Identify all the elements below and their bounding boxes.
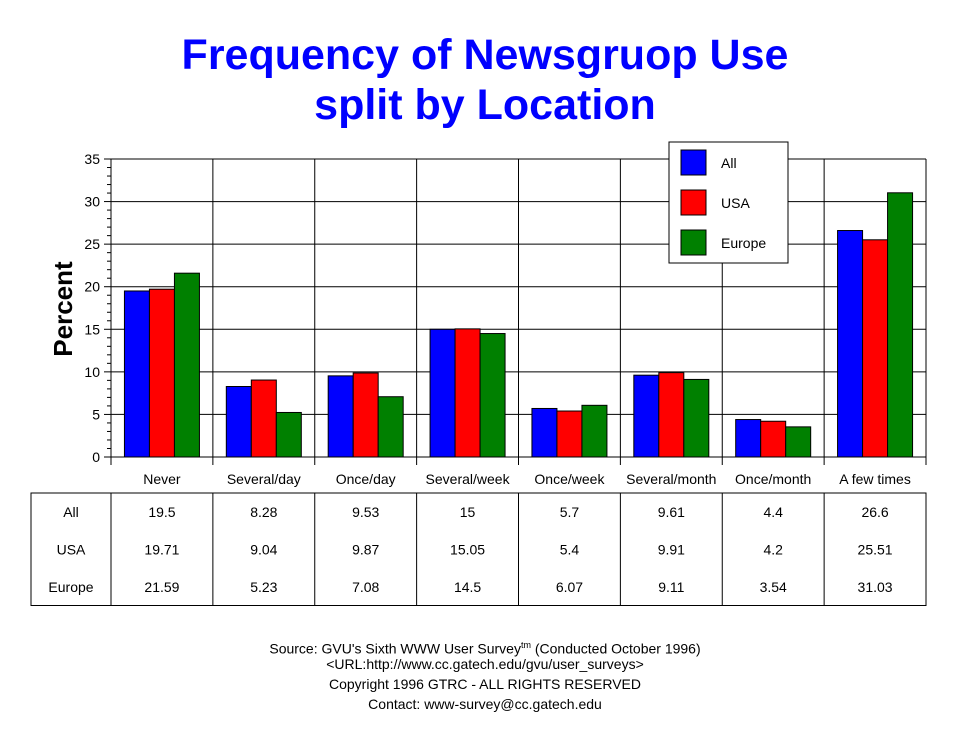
x-category-label: Once/week	[534, 471, 605, 487]
bar-all-8	[837, 230, 864, 458]
x-category-label: Once/day	[336, 471, 396, 487]
footer-source: Source: GVU's Sixth WWW User Surveytm (C…	[0, 636, 970, 659]
table-row-header: USA	[57, 541, 86, 557]
footer-source-sup: tm	[520, 640, 531, 650]
legend-swatch-europe	[680, 229, 707, 256]
table-cell: 5.4	[560, 541, 580, 557]
bar-europe-1	[173, 272, 200, 458]
chart-subtitle: split by Location	[314, 81, 656, 129]
footer-contact: Contact: www-survey@cc.gatech.edu	[368, 696, 602, 712]
y-axis: 0 5 10 15 20 25 30 35	[84, 151, 112, 465]
table-row-header: All	[63, 504, 79, 520]
footer-source-suffix: (Conducted October 1996)	[530, 640, 701, 657]
x-category-label: Several/week	[426, 471, 511, 487]
table-cell: 15.05	[450, 541, 485, 557]
table-cell: 9.61	[658, 504, 685, 520]
y-tick-label: 5	[92, 406, 100, 422]
grid	[110, 158, 927, 465]
legend-label: All	[721, 155, 737, 171]
bar-all-5	[531, 407, 558, 458]
bar-usa-6	[658, 372, 685, 458]
bar-europe-3	[377, 396, 404, 458]
y-tick-label: 15	[84, 321, 100, 337]
bar-usa-3	[352, 372, 379, 458]
x-axis-categories: Never Several/day Once/day Several/week Once…	[143, 471, 911, 487]
x-category-label: Several/day	[227, 471, 301, 487]
bar-all-3	[327, 375, 354, 458]
footer-copyright: Copyright 1996 GTRC - ALL RIGHTS RESERVE…	[329, 676, 641, 692]
table-cell: 9.11	[658, 579, 684, 595]
y-tick-label: 10	[84, 364, 100, 380]
table-cell: 9.87	[352, 541, 379, 557]
table-cell: 4.2	[763, 541, 783, 557]
bar-europe-6	[683, 378, 710, 458]
y-tick-label: 20	[84, 279, 100, 295]
legend-label: Europe	[721, 235, 766, 251]
table-cell: 3.54	[760, 579, 787, 595]
table-cell: 19.71	[144, 541, 179, 557]
table-cell: 5.7	[560, 504, 580, 520]
x-category-label: Never	[143, 471, 181, 487]
table-cell: 6.07	[556, 579, 583, 595]
table-cell: 21.59	[144, 579, 179, 595]
table-cell: 5.23	[250, 579, 277, 595]
bar-usa-4	[454, 328, 481, 458]
table-row-header: Europe	[48, 579, 93, 595]
y-axis-label: Percent	[48, 261, 78, 357]
y-tick-label: 35	[84, 151, 100, 167]
bar-europe-7	[785, 426, 812, 458]
bar-all-1	[123, 290, 150, 458]
y-tick-label: 25	[84, 236, 100, 252]
bar-usa-2	[250, 379, 277, 458]
table-cell: 8.28	[250, 504, 277, 520]
bar-usa-8	[862, 239, 889, 458]
table-cell: 9.53	[352, 504, 379, 520]
legend-label: USA	[721, 195, 750, 211]
y-tick-label: 30	[84, 194, 100, 210]
table-cell: 4.4	[763, 504, 783, 520]
y-tick-label: 0	[92, 449, 100, 465]
x-category-label: Once/month	[735, 471, 811, 487]
legend: All USA Europe	[668, 141, 789, 264]
bar-europe-2	[275, 411, 302, 458]
table-cell: 9.04	[250, 541, 277, 557]
bar-europe-4	[479, 333, 506, 458]
bar-europe-8	[887, 192, 914, 458]
bar-all-7	[735, 419, 762, 458]
footer-url: <URL:http://www.cc.gatech.edu/gvu/user_s…	[326, 656, 644, 672]
table-cell: 19.5	[148, 504, 175, 520]
legend-swatch-usa	[680, 189, 707, 216]
table-cell: 9.91	[658, 541, 685, 557]
x-category-label: Several/month	[626, 471, 716, 487]
bar-all-2	[225, 386, 252, 458]
bar-all-6	[633, 374, 660, 458]
bar-usa-5	[556, 410, 583, 458]
footer-source-prefix: Source: GVU's Sixth WWW User Survey	[269, 640, 521, 657]
data-table: All 19.5 8.28 9.53 15 5.7 9.61 4.4 26.6 USA 19.71 9…	[30, 492, 927, 606]
bar-europe-5	[581, 404, 608, 458]
table-cell: 14.5	[454, 579, 481, 595]
chart-title: Frequency of Newsgruop Use	[181, 31, 789, 79]
bar-usa-7	[760, 420, 787, 458]
table-cell: 31.03	[858, 579, 893, 595]
table-cell: 26.6	[861, 504, 888, 520]
table-cell: 7.08	[352, 579, 379, 595]
x-category-label: A few times	[839, 471, 911, 487]
bar-all-4	[429, 328, 456, 458]
bars	[123, 192, 914, 458]
table-cell: 25.51	[858, 541, 893, 557]
table-cell: 15	[460, 504, 476, 520]
legend-swatch-all	[680, 149, 707, 176]
bar-usa-1	[148, 288, 175, 458]
